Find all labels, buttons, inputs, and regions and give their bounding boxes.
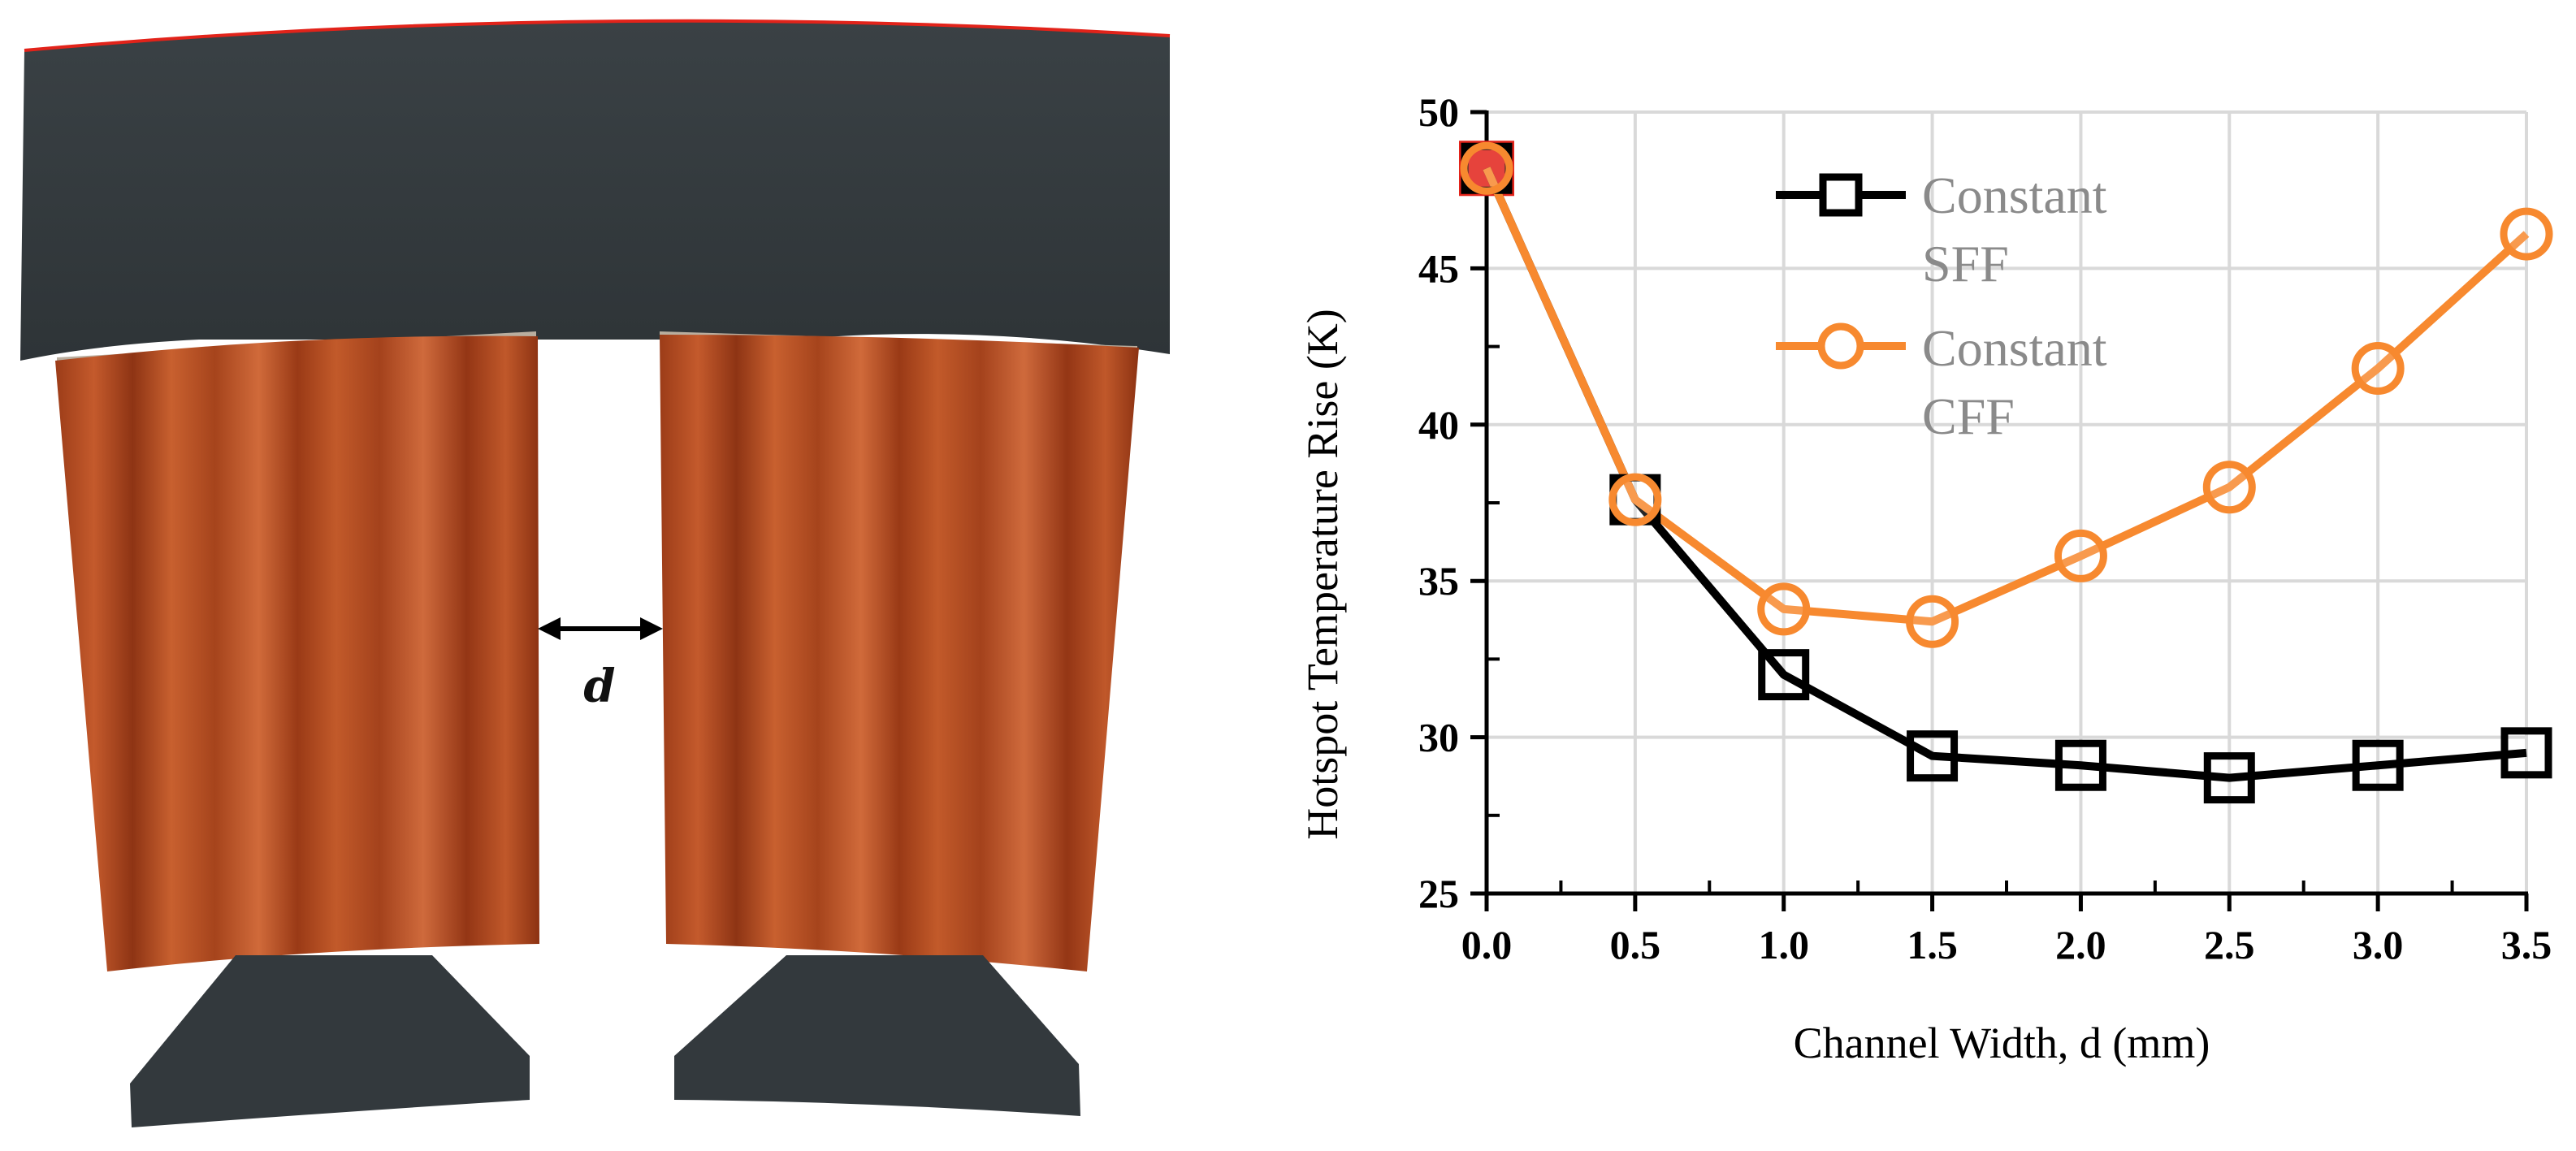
- data-point-cff: [1460, 141, 1513, 195]
- x-tick-label: 2.5: [2204, 922, 2255, 967]
- coil-right: [660, 335, 1139, 971]
- dimension-arrowhead-left: [538, 617, 561, 640]
- y-tick-labels: 25 30 35 40 45 50: [1418, 89, 1459, 916]
- y-tick-label: 30: [1418, 715, 1459, 760]
- dimension-arrowhead-right: [640, 617, 663, 640]
- dimension-label: d: [583, 660, 615, 713]
- temperature-chart: 0.0 0.5 1.0 1.5 2.0 2.5 3.0 3.5 25 30 35…: [1298, 89, 2553, 1067]
- data-point-sff: [2352, 739, 2404, 791]
- axes: [1470, 110, 2529, 911]
- data-point-cff: [2202, 461, 2256, 514]
- tooth-tip-right: [674, 955, 1080, 1116]
- data-point-sff: [2203, 752, 2255, 804]
- data-point-cff: [1757, 582, 1811, 636]
- y-tick-label: 45: [1418, 245, 1459, 291]
- data-point-cff: [1608, 473, 1662, 526]
- stator-yoke: [20, 20, 1170, 361]
- y-tick-label: 40: [1418, 402, 1459, 448]
- data-point-sff: [1907, 730, 1959, 782]
- legend-marker-sff: [1819, 173, 1863, 217]
- y-tick-label: 50: [1418, 89, 1459, 135]
- x-tick-label: 1.5: [1907, 922, 1958, 967]
- data-point-sff: [1758, 649, 1810, 701]
- legend: Constant SFF Constant CFF: [1776, 167, 2107, 445]
- y-axis-title: Hotspot Temperature Rise (K): [1298, 309, 1347, 840]
- x-tick-label: 1.0: [1758, 922, 1809, 967]
- tooth-tip-left: [130, 955, 530, 1127]
- legend-label-sff-line2: SFF: [1922, 235, 2009, 292]
- x-tick-label: 3.5: [2501, 922, 2552, 967]
- y-tick-label: 25: [1418, 871, 1459, 916]
- series-layer: [1459, 141, 2553, 804]
- legend-label-sff-line1: Constant: [1922, 167, 2107, 224]
- legend-label-cff-line1: Constant: [1922, 319, 2107, 377]
- coil-left: [55, 335, 539, 971]
- x-tick-label: 0.0: [1461, 922, 1513, 967]
- x-tick-labels: 0.0 0.5 1.0 1.5 2.0 2.5 3.0 3.5: [1461, 922, 2552, 967]
- data-point-cff: [2500, 207, 2553, 261]
- yoke-top-edge: [24, 19, 1171, 52]
- x-tick-label: 0.5: [1610, 922, 1661, 967]
- x-tick-label: 3.0: [2353, 922, 2404, 967]
- x-tick-label: 2.0: [2055, 922, 2106, 967]
- data-point-cff: [1906, 595, 1959, 648]
- data-point-cff: [2351, 342, 2405, 396]
- legend-marker-cff: [1817, 322, 1864, 370]
- legend-label-cff-line2: CFF: [1922, 387, 2015, 445]
- data-point-sff: [2054, 739, 2106, 791]
- motor-segment-illustration: d: [20, 19, 1171, 1127]
- data-point-sff: [2500, 727, 2552, 779]
- y-tick-label: 35: [1418, 558, 1459, 604]
- x-axis-title: Channel Width, d (mm): [1794, 1019, 2210, 1067]
- data-point-cff: [2054, 529, 2107, 582]
